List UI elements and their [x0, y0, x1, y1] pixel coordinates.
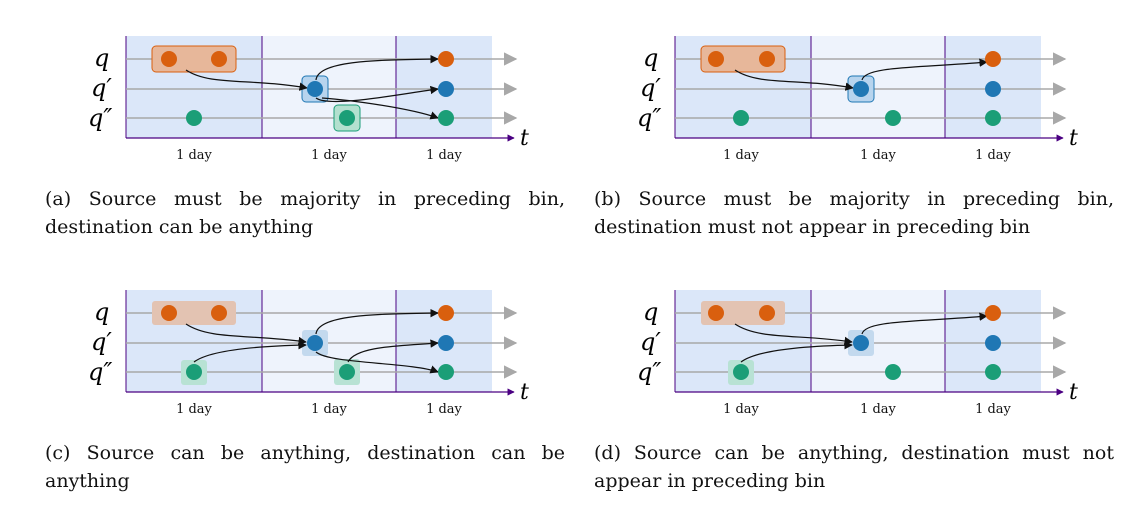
event-dot-q2 [339, 110, 355, 126]
bin-2 [811, 290, 945, 392]
time-label: t [1069, 126, 1078, 151]
event-dot-q [211, 305, 227, 321]
event-dot-q1 [853, 335, 869, 351]
row-label-q-double-prime: q″ [88, 358, 112, 386]
row-label-q: q [643, 44, 658, 72]
panel-b: q q′ q″ t 1 day 1 day 1 day [637, 36, 1078, 163]
transition-arrow [734, 323, 853, 346]
event-dot-q2 [186, 110, 202, 126]
event-dot-q2 [985, 364, 1001, 380]
event-dot-q1 [438, 81, 454, 97]
row-label-q-double-prime: q″ [637, 104, 661, 132]
bin-2 [262, 36, 396, 138]
time-label: t [1069, 380, 1078, 405]
event-dot-q [161, 305, 177, 321]
event-dot-q [985, 305, 1001, 321]
transition-arrow [185, 323, 307, 346]
event-dot-q2 [885, 364, 901, 380]
bin-label: 1 day [176, 148, 212, 163]
transition-arrow [315, 351, 439, 374]
event-dot-q1 [307, 81, 323, 97]
transition-arrow [315, 54, 439, 81]
panel-d: q q′ q″ t 1 day 1 day 1 day [637, 290, 1078, 417]
bin-label: 1 day [723, 402, 759, 417]
event-dot-q2 [438, 110, 454, 126]
bin-2 [811, 36, 945, 138]
transition-arrow [861, 312, 988, 335]
event-dot-q1 [307, 335, 323, 351]
event-dot-q [438, 51, 454, 67]
transition-arrow [185, 69, 308, 91]
bin-label: 1 day [975, 148, 1011, 163]
bin-label: 1 day [723, 148, 759, 163]
bin-label: 1 day [975, 402, 1011, 417]
event-dot-q [161, 51, 177, 67]
event-dot-q [211, 51, 227, 67]
caption-c: (c) Source can be anything, destination … [45, 442, 565, 492]
event-dot-q1 [853, 81, 869, 97]
event-dot-q2 [438, 364, 454, 380]
event-dot-q1 [985, 335, 1001, 351]
caption-a: (a) Source must be majority in preceding… [45, 188, 565, 238]
event-dot-q2 [885, 110, 901, 126]
time-label: t [520, 380, 529, 405]
panel-c: q q′ q″ t 1 day 1 day 1 day [88, 290, 529, 417]
bin-label: 1 day [426, 402, 462, 417]
transition-arrow [315, 308, 439, 335]
event-dot-q [438, 305, 454, 321]
transition-arrow [193, 340, 307, 363]
bin-label: 1 day [426, 148, 462, 163]
event-dot-q [708, 51, 724, 67]
transition-arrow [321, 97, 439, 120]
row-label-q: q [94, 44, 109, 72]
event-dot-q2 [733, 110, 749, 126]
bin-2 [262, 290, 396, 392]
transition-arrow [347, 339, 439, 363]
bin-label: 1 day [311, 402, 347, 417]
bin-label: 1 day [860, 148, 896, 163]
event-dot-q1 [985, 81, 1001, 97]
transition-arrow [740, 340, 853, 363]
caption-b: (b) Source must be majority in preceding… [594, 188, 1114, 238]
event-dot-q [708, 305, 724, 321]
row-label-q-double-prime: q″ [637, 358, 661, 386]
row-label-q-prime: q′ [91, 74, 112, 102]
event-dot-q2 [985, 110, 1001, 126]
event-dot-q2 [733, 364, 749, 380]
event-dot-q [759, 305, 775, 321]
row-label-q-prime: q′ [640, 328, 661, 356]
row-label-q: q [94, 298, 109, 326]
bin-label: 1 day [176, 402, 212, 417]
event-dot-q2 [186, 364, 202, 380]
panel-a: q q′ q″ t 1 day 1 day 1 day [88, 36, 529, 163]
row-label-q: q [643, 298, 658, 326]
time-label: t [520, 126, 529, 151]
row-label-q-prime: q′ [640, 74, 661, 102]
transition-arrow [861, 58, 988, 81]
transition-arrow [734, 69, 854, 91]
event-dot-q [759, 51, 775, 67]
event-dot-q [985, 51, 1001, 67]
caption-d: (d) Source can be anything, destination … [594, 442, 1114, 492]
row-label-q-double-prime: q″ [88, 104, 112, 132]
transition-arrow [315, 85, 439, 103]
event-dot-q2 [339, 364, 355, 380]
bin-label: 1 day [860, 402, 896, 417]
event-dot-q1 [438, 335, 454, 351]
bin-label: 1 day [311, 148, 347, 163]
row-label-q-prime: q′ [91, 328, 112, 356]
